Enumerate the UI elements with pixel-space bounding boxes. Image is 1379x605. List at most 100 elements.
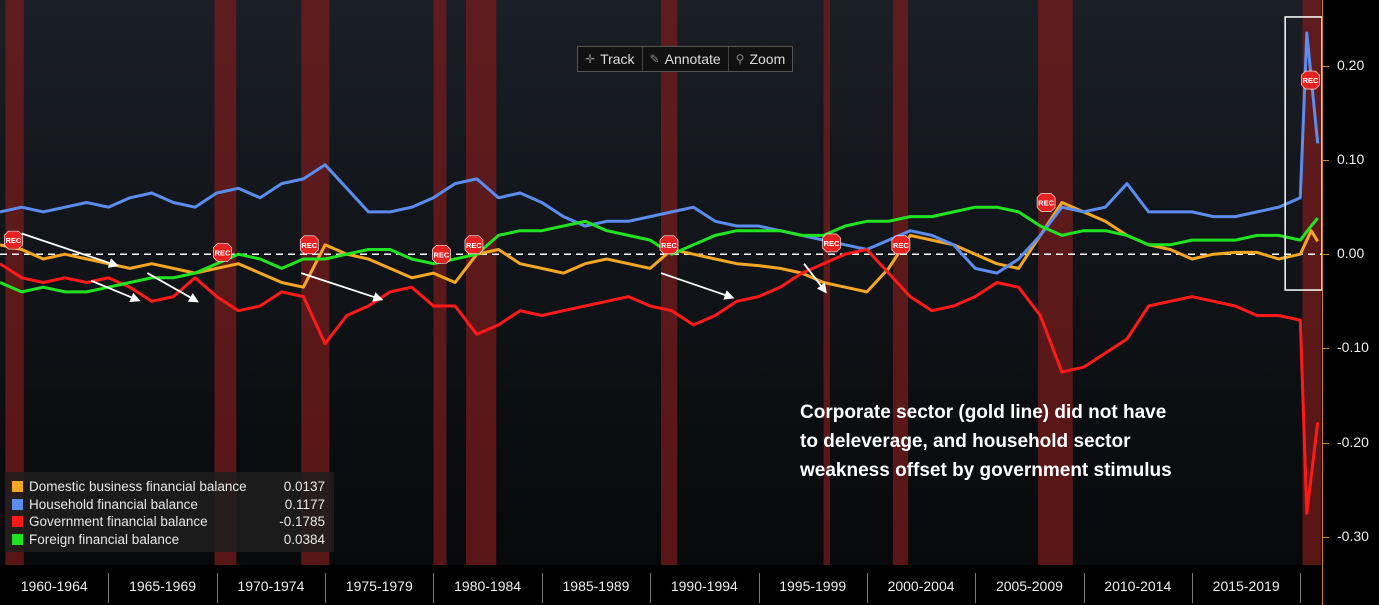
series-line xyxy=(0,31,1320,275)
legend-item[interactable]: Household financial balance 0.1177 xyxy=(12,496,328,514)
recession-marker-label: REC xyxy=(893,241,909,250)
recession-marker xyxy=(213,243,232,262)
y-tick-label: -0.20 xyxy=(1337,433,1369,450)
y-tick-label: -0.10 xyxy=(1337,339,1369,356)
x-tick-label: 1985-1989 xyxy=(562,578,630,594)
legend-series-name: Domestic business financial balance xyxy=(29,479,247,495)
legend-series-value: 0.0384 xyxy=(283,531,325,547)
x-tick-separator xyxy=(108,573,110,603)
recession-marker-label: REC xyxy=(301,241,317,250)
legend-swatch xyxy=(12,533,23,545)
recession-marker-label: REC xyxy=(466,241,482,250)
recession-marker xyxy=(822,233,841,253)
recession-marker-label: REC xyxy=(5,236,21,245)
y-axis: 0.20 0.10 0.00 -0.10 -0.20 -0.30 xyxy=(1322,0,1379,605)
legend-item[interactable]: Foreign financial balance 0.0384 xyxy=(12,531,328,549)
annotation-arrow xyxy=(660,272,735,300)
legend-item[interactable]: Domestic business financial balance 0.01… xyxy=(12,478,328,496)
recession-marker-label: REC xyxy=(215,248,231,257)
recession-marker-label: REC xyxy=(824,239,840,248)
chart-plot: REC REC REC REC REC REC REC REC REC REC xyxy=(0,0,1322,565)
x-tick-label: 2015-2019 xyxy=(1212,578,1280,594)
recession-band xyxy=(5,0,24,565)
magnifier-icon: ⚲ xyxy=(735,52,745,66)
y-tick-mark xyxy=(1322,348,1329,350)
recession-marker xyxy=(4,230,23,250)
legend-series-value: -0.1785 xyxy=(279,514,325,530)
legend-series-value: 0.1177 xyxy=(284,496,325,512)
legend-series-value: 0.0137 xyxy=(283,479,325,495)
x-tick-label: 2010-2014 xyxy=(1104,578,1172,594)
crosshair-icon: ✛ xyxy=(585,52,596,66)
annotation-arrow xyxy=(90,279,141,302)
x-tick-label: 1970-1974 xyxy=(237,578,305,594)
recession-band xyxy=(661,0,678,565)
recession-band xyxy=(465,0,497,565)
x-tick-separator xyxy=(1191,573,1193,603)
y-tick-mark xyxy=(1322,442,1329,444)
x-tick-separator xyxy=(758,573,760,603)
y-tick-mark xyxy=(1322,65,1329,67)
recession-marker-label: REC xyxy=(1303,76,1319,85)
chart-toolbar: ✛ Track ✎ Annotate ⚲ Zoom xyxy=(577,46,794,72)
x-tick-label: 2000-2004 xyxy=(887,578,955,594)
y-tick-label: 0.00 xyxy=(1337,245,1365,262)
legend-series-name: Foreign financial balance xyxy=(29,531,180,547)
recession-band xyxy=(1038,0,1073,565)
recession-marker-label: REC xyxy=(661,241,677,250)
recession-marker xyxy=(1036,193,1056,212)
annotation-line: Corporate sector (gold line) did not hav… xyxy=(800,402,1167,423)
y-tick-mark xyxy=(1322,160,1329,162)
y-tick-mark xyxy=(1322,254,1329,256)
annotate-button[interactable]: ✎ Annotate xyxy=(643,47,729,71)
x-tick-separator xyxy=(216,573,218,603)
legend-swatch xyxy=(12,516,23,528)
legend-swatch xyxy=(12,498,23,510)
chart-area: REC REC REC REC REC REC REC REC REC REC ✛ Track ✎… xyxy=(0,0,1322,565)
recession-marker xyxy=(432,244,451,264)
legend-series-name: Household financial balance xyxy=(29,496,198,512)
x-tick-separator xyxy=(1083,573,1085,603)
x-tick-label: 1995-1999 xyxy=(779,578,847,594)
chart-annotation: Corporate sector (gold line) did not hav… xyxy=(800,398,1220,485)
x-tick-separator xyxy=(433,573,435,603)
x-tick-label: 1960-1964 xyxy=(20,578,88,594)
y-tick-mark xyxy=(1322,536,1329,538)
legend-series-name: Government financial balance xyxy=(29,514,208,530)
y-tick-label: 0.10 xyxy=(1337,151,1365,168)
annotation-arrow xyxy=(146,272,199,303)
recession-marker xyxy=(1301,70,1320,90)
annotation-line: weakness offset by government stimulus xyxy=(800,460,1172,481)
zoom-label: Zoom xyxy=(749,51,786,67)
recession-band xyxy=(892,0,909,565)
chart-legend: Domestic business financial balance 0.01… xyxy=(6,472,334,552)
x-tick-label: 2005-2009 xyxy=(995,578,1063,594)
annotation-arrow xyxy=(21,232,119,268)
series-line xyxy=(0,248,1320,515)
x-tick-separator xyxy=(325,573,327,603)
x-tick-label: 1975-1979 xyxy=(345,578,413,594)
track-button[interactable]: ✛ Track xyxy=(578,47,643,71)
recession-band xyxy=(214,0,237,565)
legend-swatch xyxy=(12,481,23,493)
recession-marker-label: REC xyxy=(1038,198,1054,207)
pencil-icon: ✎ xyxy=(649,52,660,66)
recession-marker xyxy=(299,235,319,255)
zoom-button[interactable]: ⚲ Zoom xyxy=(729,47,793,71)
recession-marker-label: REC xyxy=(434,250,450,259)
x-tick-label: 1965-1969 xyxy=(129,578,197,594)
x-tick-separator xyxy=(866,573,868,603)
x-tick-separator xyxy=(975,573,977,603)
x-tick-separator xyxy=(1300,573,1302,603)
y-tick-label: 0.20 xyxy=(1337,56,1365,73)
recession-marker xyxy=(464,235,484,255)
recession-marker xyxy=(891,235,911,255)
x-tick-label: 1990-1994 xyxy=(670,578,738,594)
recession-band xyxy=(433,0,447,565)
track-label: Track xyxy=(600,51,635,67)
legend-item[interactable]: Government financial balance -0.1785 xyxy=(12,513,328,531)
y-tick-label: -0.30 xyxy=(1337,527,1369,544)
annotate-label: Annotate xyxy=(664,51,721,67)
annotation-arrow xyxy=(300,272,384,302)
annotation-arrow xyxy=(803,263,827,294)
